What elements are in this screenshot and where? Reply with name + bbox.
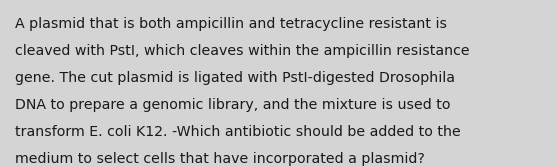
- Text: medium to select cells that have incorporated a plasmid?: medium to select cells that have incorpo…: [15, 152, 425, 166]
- Text: A plasmid that is both ampicillin and tetracycline resistant is: A plasmid that is both ampicillin and te…: [15, 17, 447, 31]
- Text: DNA to prepare a genomic library, and the mixture is used to: DNA to prepare a genomic library, and th…: [15, 98, 450, 112]
- Text: gene. The cut plasmid is ligated with PstI-digested Drosophila: gene. The cut plasmid is ligated with Ps…: [15, 71, 455, 85]
- Text: transform E. coli K12. -Which antibiotic should be added to the: transform E. coli K12. -Which antibiotic…: [15, 125, 461, 139]
- Text: cleaved with PstI, which cleaves within the ampicillin resistance: cleaved with PstI, which cleaves within …: [15, 44, 470, 58]
